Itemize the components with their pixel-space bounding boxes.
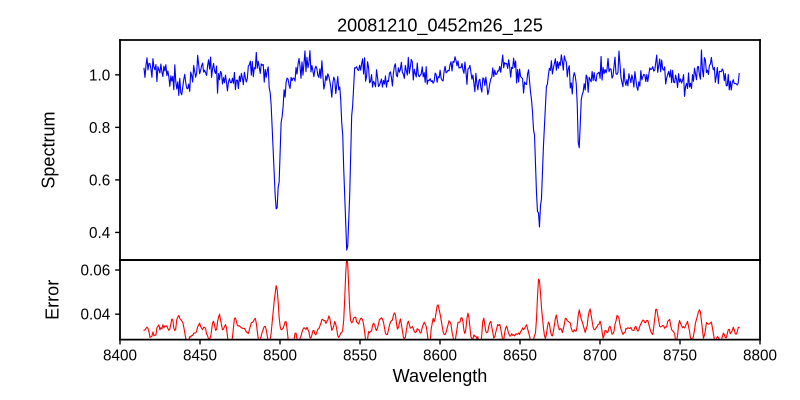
svg-text:0.8: 0.8 (89, 120, 110, 137)
svg-text:8450: 8450 (183, 347, 217, 364)
svg-text:8550: 8550 (343, 347, 377, 364)
svg-text:0.4: 0.4 (89, 225, 111, 242)
svg-text:8600: 8600 (423, 347, 457, 364)
svg-text:1.0: 1.0 (89, 67, 110, 84)
svg-text:Error: Error (43, 280, 63, 320)
svg-text:Wavelength: Wavelength (393, 366, 488, 386)
svg-text:0.06: 0.06 (81, 263, 111, 280)
svg-text:8700: 8700 (583, 347, 617, 364)
svg-text:8500: 8500 (263, 347, 297, 364)
svg-text:8650: 8650 (503, 347, 537, 364)
svg-text:0.6: 0.6 (89, 172, 110, 189)
svg-text:20081210_0452m26_125: 20081210_0452m26_125 (337, 16, 543, 37)
svg-text:8750: 8750 (663, 347, 697, 364)
svg-text:8800: 8800 (743, 347, 777, 364)
svg-text:8400: 8400 (103, 347, 137, 364)
svg-text:0.04: 0.04 (81, 307, 111, 324)
svg-text:Spectrum: Spectrum (39, 111, 59, 188)
